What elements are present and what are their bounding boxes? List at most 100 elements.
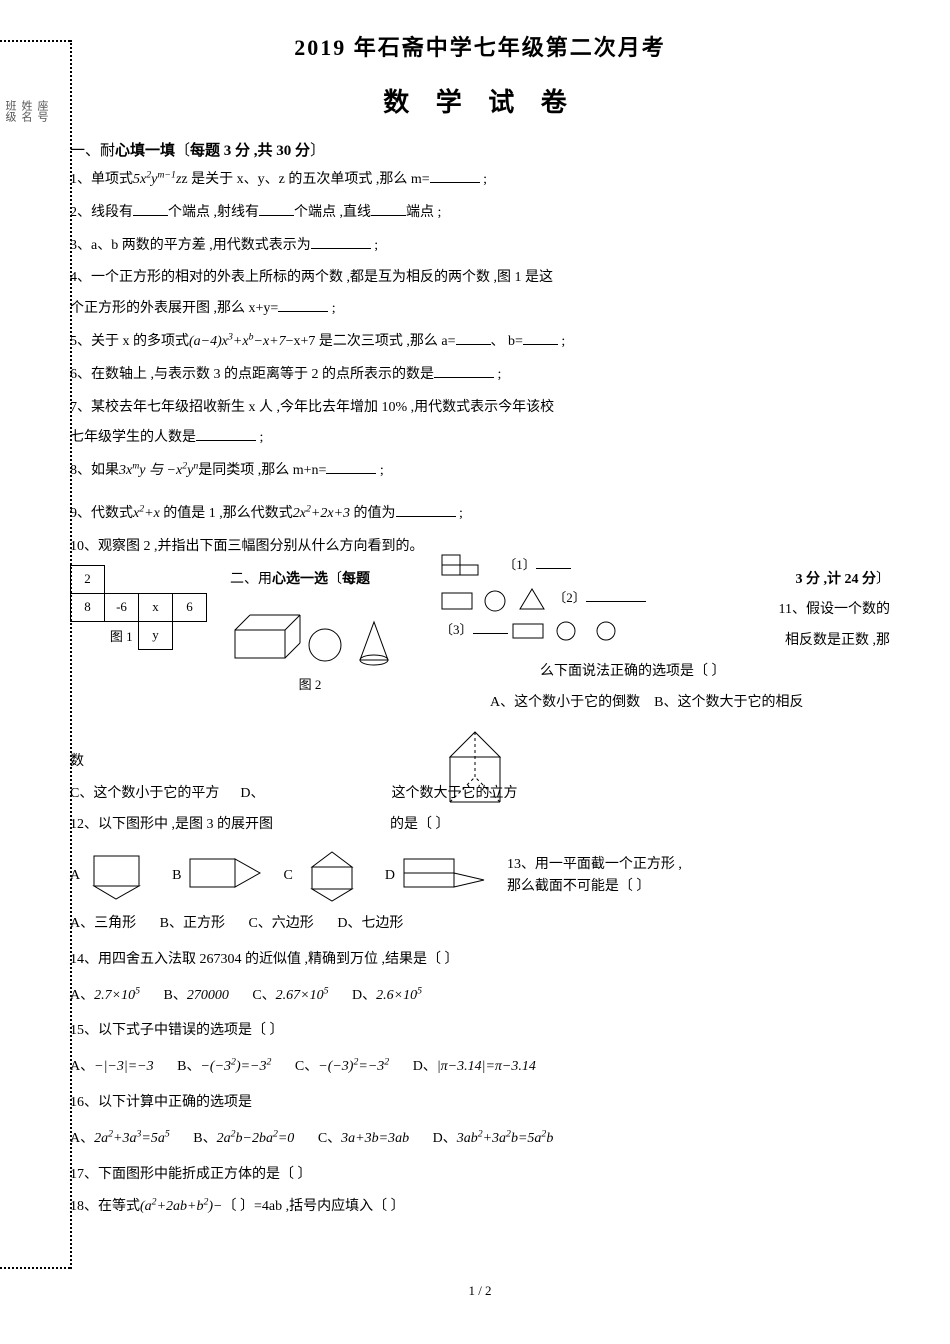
view1-blank: [536, 554, 571, 568]
q7-c: ;: [256, 430, 263, 445]
q15-choices: A、−|−3|=−3 B、−(−32)=−32 C、−(−3)2=−32 D、|…: [70, 1052, 890, 1083]
s1-bold2: 每题 3 分 ,共 30 分: [190, 143, 310, 159]
fig2-svg: [230, 610, 390, 670]
netC-svg: [297, 849, 367, 904]
s2-rs: 〕: [876, 572, 890, 587]
q5-blank1: [456, 330, 491, 345]
q14: 14、用四舍五入法取 267304 的近似值 ,精确到万位 ,结果是〔 〕: [70, 945, 890, 976]
q9-b: 的值是 1 ,那么代数式: [160, 506, 293, 521]
q1-a: 1、单项式: [70, 172, 133, 187]
q11-optA: A、这个数小于它的倒数: [490, 695, 640, 710]
side-label-3: 班级: [2, 100, 18, 122]
q14-Bv: 270000: [187, 988, 229, 1003]
q16-text: 16、以下计算中正确的选项是: [70, 1095, 252, 1110]
q5-a: 5、关于 x 的多项式: [70, 334, 189, 349]
q7-a: 7、某校去年七年级招收新生 x 人 ,今年比去年增加 10% ,用代数式表示今年…: [70, 400, 554, 415]
netB-svg: [185, 851, 265, 901]
fig1-table: 2 8 -6 x 6 图 1 y: [70, 565, 207, 650]
q14-B: B、270000: [163, 981, 228, 1012]
s1-suf2: 〕: [310, 143, 325, 159]
view1-svg: [440, 553, 500, 579]
dotted-border-top: [0, 40, 70, 42]
q13-B: B、正方形: [160, 909, 225, 940]
q6-a: 6、在数轴上 ,与表示数 3 的点距离等于 2 的点所表示的数是: [70, 367, 434, 382]
q3-b: ;: [371, 238, 378, 253]
q14-Cl: C、: [252, 988, 275, 1003]
q9-a: 9、代数式: [70, 506, 133, 521]
view2-blank: [586, 587, 646, 601]
q13-choices: A、三角形 B、正方形 C、六边形 D、七边形: [70, 909, 890, 940]
view1-label: 〔1〕: [503, 557, 536, 572]
q13-C: C、六边形: [248, 909, 313, 940]
q18-a: 18、在等式: [70, 1199, 140, 1214]
q5-d: ;: [558, 334, 565, 349]
q5-exp: b: [249, 331, 254, 342]
q4-blank: [278, 297, 328, 312]
q13-a: 13、用一平面截一个正方形 ,: [507, 857, 682, 872]
q2-a: 2、线段有: [70, 205, 133, 220]
page-number: 1 / 2: [70, 1283, 890, 1299]
fig1-c: y: [139, 621, 173, 649]
view3-svg: [511, 620, 621, 642]
q16-Dl: D、: [433, 1131, 457, 1146]
q17: 17、下面图形中能折成正方体的是〔 〕: [70, 1160, 890, 1191]
q2-blank2: [259, 200, 294, 215]
q8-b: 是同类项 ,那么 m+n=: [198, 463, 326, 478]
q4-a: 4、一个正方形的相对的外表上所标的两个数 ,都是互为相反的两个数 ,图 1 是这: [70, 270, 553, 285]
q7-blank: [196, 426, 256, 441]
s1-suf: 〔: [175, 143, 190, 159]
q11-optC: C、这个数小于它的平方: [70, 786, 219, 801]
section1-header: 一、耐心填一填〔每题 3 分 ,共 30 分〕: [70, 139, 890, 160]
s2-b2: 每题: [342, 572, 370, 587]
q9-d: ;: [456, 506, 463, 521]
view2-label: 〔2〕: [553, 590, 586, 605]
q15: 15、以下式子中错误的选项是〔 〕: [70, 1016, 890, 1047]
view3-blank: [473, 619, 508, 633]
q1-c: ;: [480, 172, 487, 187]
s2-b1: 心选一选: [272, 572, 328, 587]
exam-subtitle: 数 学 试 卷: [70, 82, 890, 119]
q9: 9、代数式x2+x 的值是 1 ,那么代数式2x2+2x+3 的值为 ;: [70, 499, 890, 530]
opt-A: A: [70, 851, 154, 901]
q15-text: 15、以下式子中错误的选项是〔 〕: [70, 1023, 284, 1038]
q10-text: 10、观察图 2 ,并指出下面三幅图分别从什么方向看到的。: [70, 539, 424, 554]
q16-Dv: 3ab2+3a2b=5a2b: [457, 1131, 554, 1146]
dotted-border-bottom: [0, 1267, 70, 1269]
q6-blank: [434, 362, 494, 377]
q8-math: 3xmy 与 −x2yn: [119, 463, 198, 478]
q16: 16、以下计算中正确的选项是: [70, 1088, 890, 1119]
q14-Bl: B、: [163, 988, 186, 1003]
q13-D: D、七边形: [337, 909, 403, 940]
fig1-c: 2: [71, 565, 105, 593]
q6: 6、在数轴上 ,与表示数 3 的点距离等于 2 的点所表示的数是 ;: [70, 360, 890, 391]
q11-optB: B、这个数大于它的相反: [654, 695, 803, 710]
optC-label: C: [283, 861, 292, 892]
q15-Bl: B、: [177, 1059, 200, 1074]
side-label-1: 座号: [34, 100, 50, 122]
q11-optB2-line: 数: [70, 747, 890, 778]
q15-Av: −|−3|=−3: [94, 1059, 154, 1074]
view-3: 〔3〕: [440, 619, 646, 642]
opt-C: C: [283, 849, 366, 904]
q1-blank: [430, 168, 480, 183]
q13-b: 那么截面不可能是〔 〕: [507, 879, 651, 894]
q11-optB2: 数: [70, 754, 84, 769]
q15-D: D、|π−3.14|=π−3.14: [413, 1052, 536, 1083]
fig1-c: 6: [173, 593, 207, 621]
q14-Av: 2.7×105: [94, 988, 140, 1003]
q5-math: (a−4)x3+xb−x+7: [189, 334, 286, 349]
q16-Av: 2a2+3a3=5a5: [94, 1131, 170, 1146]
q11-optD-pre: D、: [240, 786, 264, 801]
side-labels: 座号 姓名 班级: [0, 100, 50, 222]
q15-Bv: −(−32)=−32: [200, 1059, 271, 1074]
q4-c: ;: [328, 301, 335, 316]
q13-A: A、三角形: [70, 909, 136, 940]
fig1-empty: [173, 565, 207, 593]
q16-B: B、2a2b−2ba2=0: [193, 1124, 294, 1155]
exam-title: 2019 年石斋中学七年级第二次月考: [70, 30, 890, 62]
q11-b: 相反数是正数 ,那: [785, 633, 890, 648]
fig1-c: 8: [71, 593, 105, 621]
q15-Dv: |π−3.14|=π−3.14: [437, 1059, 536, 1074]
q3-a: 3、a、b 两数的平方差 ,用代数式表示为: [70, 238, 311, 253]
views-area: 〔1〕 〔2〕 〔3〕: [440, 547, 646, 648]
